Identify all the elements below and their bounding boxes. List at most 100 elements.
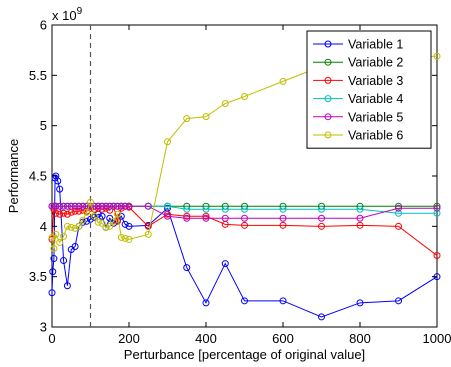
- y-tick-label: 5.5: [29, 68, 47, 83]
- data-point: [318, 214, 325, 222]
- data-point: [164, 138, 171, 146]
- data-point: [279, 221, 287, 229]
- y-tick-label: 3: [40, 320, 47, 335]
- data-point: [279, 205, 287, 213]
- legend-item-5: Variable 5: [313, 110, 403, 124]
- data-point: [125, 235, 133, 243]
- data-point: [56, 210, 64, 218]
- legend-swatch-marker: [324, 40, 332, 48]
- data-point: [113, 202, 121, 210]
- legend-swatch-marker: [324, 58, 332, 66]
- data-point: [52, 202, 60, 210]
- data-point: [60, 232, 68, 240]
- data-point: [433, 52, 441, 60]
- legend-swatch-marker: [324, 113, 332, 121]
- data-point: [221, 214, 229, 222]
- data-point: [52, 209, 60, 217]
- data-point: [113, 217, 121, 225]
- data-point: [121, 220, 129, 228]
- data-point: [183, 264, 191, 272]
- legend-item-1: Variable 1: [313, 38, 403, 52]
- data-point: [94, 218, 102, 226]
- legend: Variable 1 Variable 2 Variable 3 Variable 4…: [306, 30, 432, 149]
- data-point: [54, 177, 62, 185]
- data-point: [87, 198, 94, 206]
- data-point: [356, 214, 364, 222]
- data-point: [183, 205, 191, 213]
- data-point: [50, 244, 58, 252]
- data-point: [279, 77, 287, 85]
- data-point: [356, 221, 364, 229]
- legend-item-4: Variable 4: [313, 92, 403, 106]
- data-point: [395, 204, 402, 212]
- data-point: [52, 230, 60, 238]
- x-tick-label: 400: [195, 331, 217, 346]
- data-point: [433, 202, 441, 210]
- data-point: [60, 202, 68, 210]
- data-point: [164, 202, 171, 210]
- data-point: [125, 222, 133, 230]
- data-point: [67, 223, 75, 231]
- data-point: [395, 202, 402, 210]
- data-point: [117, 202, 125, 210]
- data-point: [48, 289, 56, 297]
- data-point: [71, 202, 79, 210]
- legend-item-3: Variable 3: [313, 74, 403, 88]
- data-point: [83, 217, 91, 225]
- x-tick-label: 800: [349, 331, 371, 346]
- data-point: [202, 214, 210, 222]
- data-point: [83, 208, 91, 216]
- data-point: [75, 222, 83, 230]
- data-point: [395, 297, 402, 305]
- data-point: [241, 297, 248, 305]
- data-point: [433, 204, 441, 212]
- legend-label: Variable 4: [348, 92, 403, 106]
- data-point: [279, 297, 287, 305]
- data-point: [49, 268, 57, 276]
- y-tick-label: 3.5: [29, 269, 47, 284]
- data-point: [98, 212, 106, 220]
- y-axis-label: Performance: [6, 139, 21, 213]
- data-point: [110, 217, 118, 225]
- data-point: [56, 202, 64, 210]
- data-point: [318, 205, 325, 213]
- series-line-1: [51, 174, 438, 318]
- data-point: [71, 207, 79, 215]
- exponent-power: 9: [77, 6, 83, 17]
- data-point: [433, 252, 441, 260]
- data-point: [60, 257, 68, 265]
- data-point: [63, 282, 71, 290]
- data-point: [63, 222, 71, 230]
- legend-item-6: Variable 6: [313, 129, 403, 143]
- data-point: [102, 202, 110, 210]
- data-point: [113, 210, 121, 218]
- data-point: [144, 222, 152, 230]
- data-point: [121, 202, 129, 210]
- y-tick-label: 4: [40, 219, 47, 234]
- data-point: [67, 202, 75, 210]
- data-point: [102, 204, 110, 212]
- legend-label: Variable 3: [348, 74, 403, 88]
- legend-label: Variable 1: [348, 38, 403, 52]
- data-point: [117, 233, 125, 241]
- data-point: [241, 205, 248, 213]
- data-point: [121, 234, 129, 242]
- legend-label: Variable 5: [348, 110, 403, 124]
- data-point: [202, 205, 210, 213]
- data-point: [183, 214, 191, 222]
- exponent-base: x 10: [52, 8, 77, 23]
- data-point: [56, 185, 64, 193]
- data-point: [90, 212, 98, 220]
- legend-item-2: Variable 2: [313, 56, 403, 70]
- legend-label: Variable 6: [348, 129, 403, 143]
- data-point: [79, 206, 87, 214]
- y-tick-label: 6: [40, 18, 47, 33]
- x-tick-label: 200: [118, 331, 140, 346]
- data-point: [202, 212, 210, 220]
- data-point: [433, 209, 441, 217]
- x-axis-label: Perturbance [percentage of original valu…: [124, 347, 365, 362]
- legend-label: Variable 2: [348, 56, 403, 70]
- data-point: [48, 202, 56, 210]
